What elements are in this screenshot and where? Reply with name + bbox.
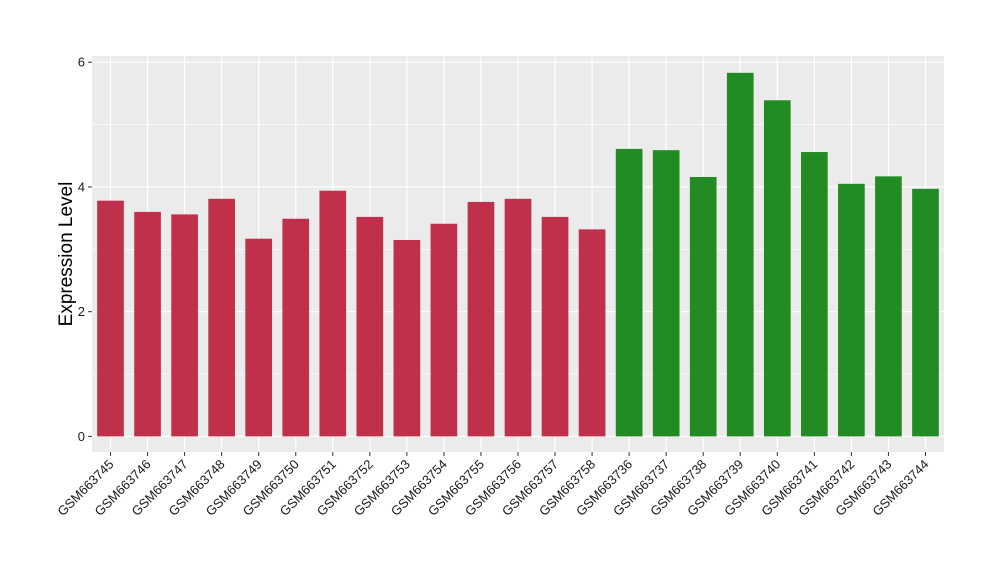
y-tick-label: 0	[78, 429, 85, 444]
y-tick-label: 6	[78, 55, 85, 70]
bar-GSM663755	[467, 201, 495, 437]
bar-GSM663749	[245, 238, 273, 437]
bar-GSM663736	[615, 148, 643, 437]
bar-GSM663757	[541, 216, 569, 437]
bar-GSM663739	[726, 72, 754, 437]
bar-GSM663740	[763, 100, 791, 437]
bar-GSM663750	[282, 218, 310, 437]
bar-GSM663745	[97, 200, 124, 437]
y-tick-label: 4	[78, 179, 85, 194]
bar-GSM663737	[652, 150, 680, 437]
y-tick-label: 2	[78, 304, 85, 319]
bar-GSM663756	[504, 198, 532, 437]
bar-GSM663753	[393, 239, 421, 437]
bar-GSM663741	[801, 152, 828, 437]
bar-GSM663744	[912, 188, 939, 437]
bar-GSM663748	[208, 198, 235, 437]
y-axis-title: Expression Level	[56, 182, 77, 327]
bar-GSM663747	[171, 214, 198, 437]
bar-GSM663758	[578, 229, 606, 437]
bar-GSM663746	[134, 211, 161, 437]
bar-GSM663751	[319, 190, 347, 437]
bar-GSM663742	[838, 183, 865, 437]
bar-GSM663752	[356, 216, 384, 437]
bar-GSM663743	[875, 176, 902, 437]
bar-GSM663738	[689, 176, 717, 437]
bar-GSM663754	[430, 223, 458, 437]
y-axis: 0 2 4 6	[78, 55, 92, 444]
x-axis: GSM663745GSM663746GSM663747GSM663748GSM6…	[54, 452, 932, 519]
bars	[97, 72, 939, 437]
